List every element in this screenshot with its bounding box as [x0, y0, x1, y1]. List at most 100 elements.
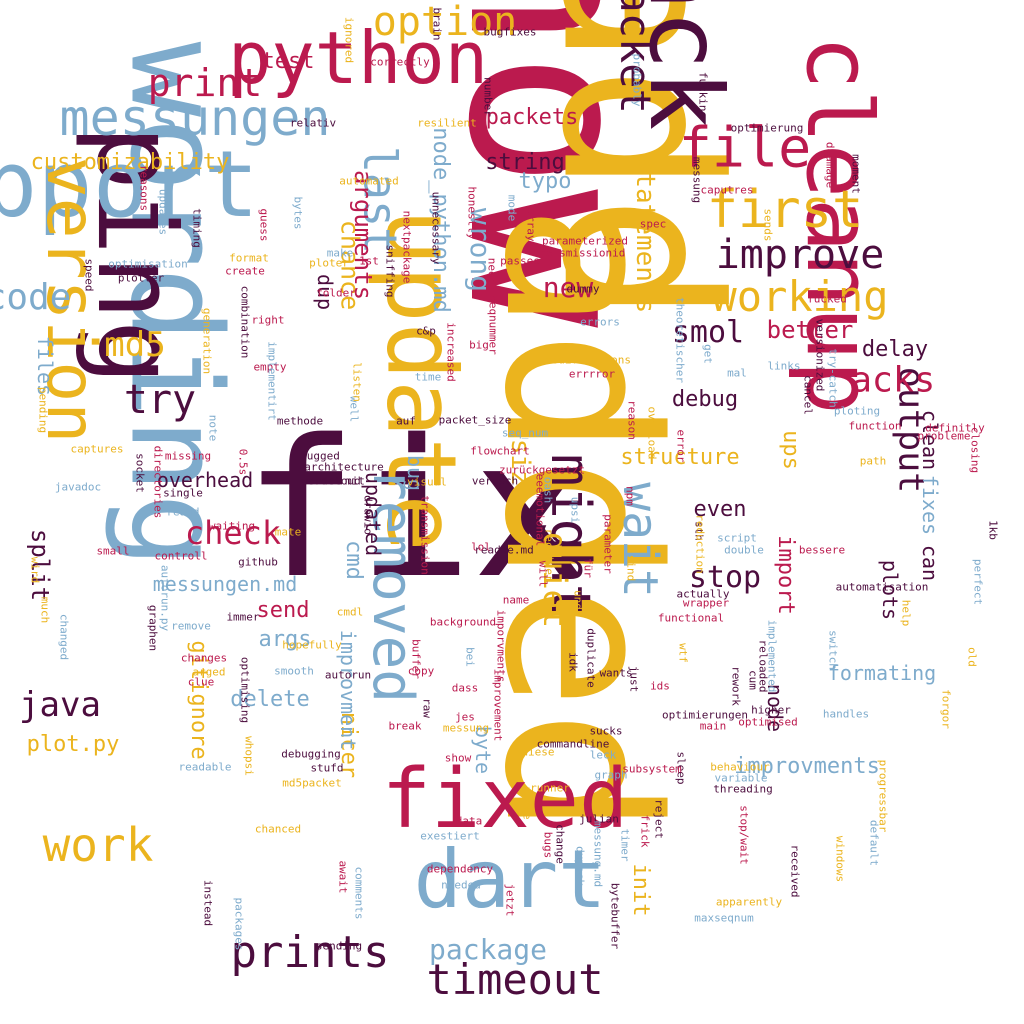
word-probably: probably	[630, 53, 644, 107]
word-rework: rework	[729, 666, 743, 706]
word-chanced: chanced	[254, 822, 302, 836]
word-much: much	[38, 596, 52, 624]
word-debugging: debugging	[281, 747, 341, 761]
word-correctly: correctly	[370, 55, 430, 69]
word-subsystem: subsystem	[622, 762, 682, 776]
word-actually: actually	[676, 587, 730, 601]
word-autorun-py: autorun.py	[158, 564, 172, 632]
word-ploting: ploting	[833, 404, 881, 418]
word-better: better	[766, 316, 854, 344]
word-delete: delete	[230, 687, 310, 712]
word-theoretischer: theoretischer	[673, 296, 687, 384]
word-sind: sind	[624, 554, 638, 582]
word-wrapper: wrapper	[682, 596, 730, 610]
word-commandline: commandline	[536, 737, 610, 751]
word-1kb: 1kb	[986, 520, 1000, 540]
word-captures: captures	[70, 442, 124, 456]
word-seqnummer: seqnummer	[486, 295, 500, 355]
word-handles: handles	[822, 707, 870, 721]
word-socket: socket	[133, 453, 147, 493]
word-github: github	[238, 555, 278, 569]
word-md5packet: md5packet	[282, 776, 342, 790]
word-make: make	[326, 246, 354, 260]
word-file: file	[678, 115, 812, 180]
word-c-p: c&p	[416, 324, 436, 338]
word-passes: passes	[500, 254, 540, 268]
word-packages: packages	[232, 897, 246, 951]
word-ids: ids	[650, 679, 670, 693]
word-double: double	[724, 543, 764, 557]
word-drawio: drawio	[361, 495, 375, 535]
word-new: new	[542, 271, 594, 304]
word-bessere: bessere	[798, 543, 846, 557]
word-cmdl: cmdl	[336, 605, 364, 619]
word-change: change	[553, 824, 567, 864]
word-array: array	[524, 208, 538, 242]
word-error: error	[674, 429, 688, 463]
word-pending: pending	[36, 386, 50, 434]
word-prints: prints	[230, 927, 390, 978]
word-send: send	[256, 598, 310, 623]
word-plotter: plotter	[117, 271, 165, 285]
word-java: java	[19, 685, 101, 725]
word-optimising: optimising	[238, 656, 252, 724]
word-empty: empty	[253, 360, 287, 374]
word-bei: bei	[463, 647, 477, 667]
word-auf: auf	[396, 414, 416, 428]
word-jes: jes	[455, 710, 475, 724]
word-format: format	[229, 251, 269, 265]
word-reason: reason	[625, 400, 639, 440]
word-optimisation: optimisation	[108, 257, 188, 271]
word-copy: copy	[407, 664, 435, 678]
word-typo: typo	[518, 169, 572, 194]
word-overhead: overhead	[156, 468, 254, 492]
word-plot-py: plot.py	[26, 732, 120, 757]
word-timing: timing	[190, 208, 204, 248]
word-old: old	[965, 647, 979, 667]
word-seq-num: seq_num	[501, 426, 549, 440]
word-forgor: forgor	[939, 689, 953, 729]
word-diese: diese	[521, 745, 555, 759]
word-duplicate: duplicate	[584, 628, 598, 688]
word-parameter: parameter	[601, 514, 615, 574]
word-honestly: honestly	[465, 186, 479, 240]
word-readable: readable	[178, 760, 232, 774]
word-transmissionid: transmissionid	[532, 246, 626, 260]
word-formating: formating	[827, 661, 937, 685]
word-sniffing: sniffing	[383, 244, 397, 298]
word-overload: overload	[645, 406, 659, 460]
word-reasons: reasons	[137, 164, 151, 212]
word-messungen: messungen	[59, 89, 331, 147]
word-break: break	[388, 719, 422, 733]
word-create: create	[225, 264, 265, 278]
word-whopsi: whopsi	[242, 736, 256, 776]
word-npm: npm	[623, 486, 637, 506]
word-init: init	[628, 863, 653, 917]
word-waiting: waiting	[208, 519, 256, 533]
word-changed: changed	[57, 613, 71, 661]
word-upsi: upsi	[568, 496, 582, 524]
word-check: check	[184, 514, 282, 552]
word-combination: combination	[238, 285, 252, 359]
word-idk: idk	[566, 652, 580, 672]
word-smooth: smooth	[274, 664, 314, 678]
word-controll: controll	[154, 549, 208, 563]
word-closing: closing	[968, 426, 982, 474]
word-code: code	[0, 277, 72, 318]
word-script: script	[717, 531, 757, 545]
word-spec: spec	[639, 217, 667, 231]
word-higher: higher	[751, 703, 791, 717]
word-import: import	[773, 535, 798, 615]
word-string: string	[485, 150, 565, 175]
word-packets: packets	[485, 105, 579, 130]
word-place: place	[520, 786, 534, 820]
word-remove: remove	[171, 619, 211, 633]
word-caputres: caputres	[700, 183, 754, 197]
word-big: big	[469, 338, 489, 352]
word-args: args	[258, 627, 312, 652]
word-clue: clue	[187, 675, 215, 689]
word-right: right	[251, 313, 285, 327]
word-daamage: daamage	[823, 141, 837, 189]
word-dummy: dummy	[566, 282, 600, 296]
